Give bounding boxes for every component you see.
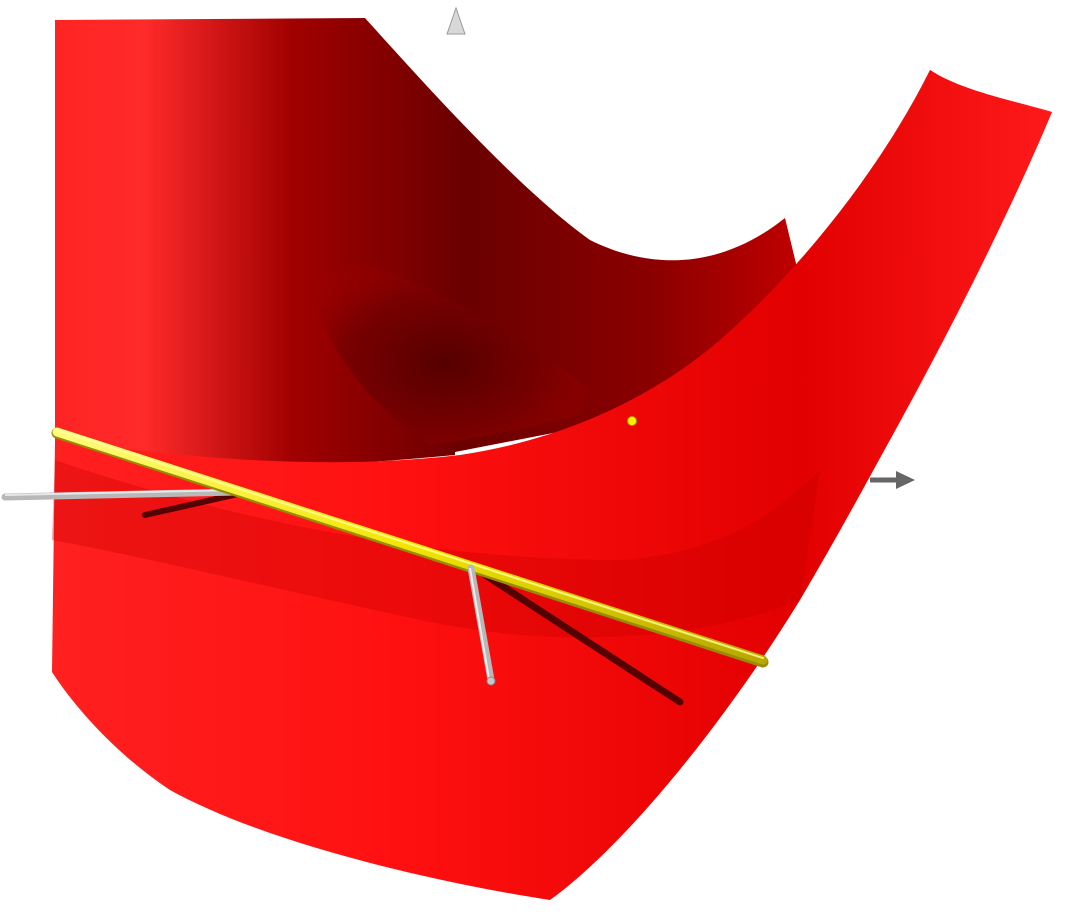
left-gray-stick-highlight: [4, 489, 239, 496]
surface-bowl-shadow: [300, 240, 590, 445]
stick-shadow-left: [142, 491, 241, 518]
stick-shadow-center: [466, 561, 684, 706]
x-axis-arrowhead: [896, 471, 915, 489]
z-axis-arrowhead: [446, 6, 466, 35]
surface-back-sheet: [55, 18, 800, 467]
center-gray-stick: [467, 564, 495, 684]
center-gray-stick-tip: [486, 676, 496, 686]
tangent-line-body: [52, 427, 768, 665]
tangent-line-highlight: [56, 429, 764, 659]
left-gray-stick: [1, 488, 242, 501]
minimum-point: [627, 416, 637, 426]
center-gray-stick-highlight: [469, 567, 490, 680]
surface-shade-band: [52, 460, 820, 638]
surface-front-sheet: [52, 70, 1052, 900]
